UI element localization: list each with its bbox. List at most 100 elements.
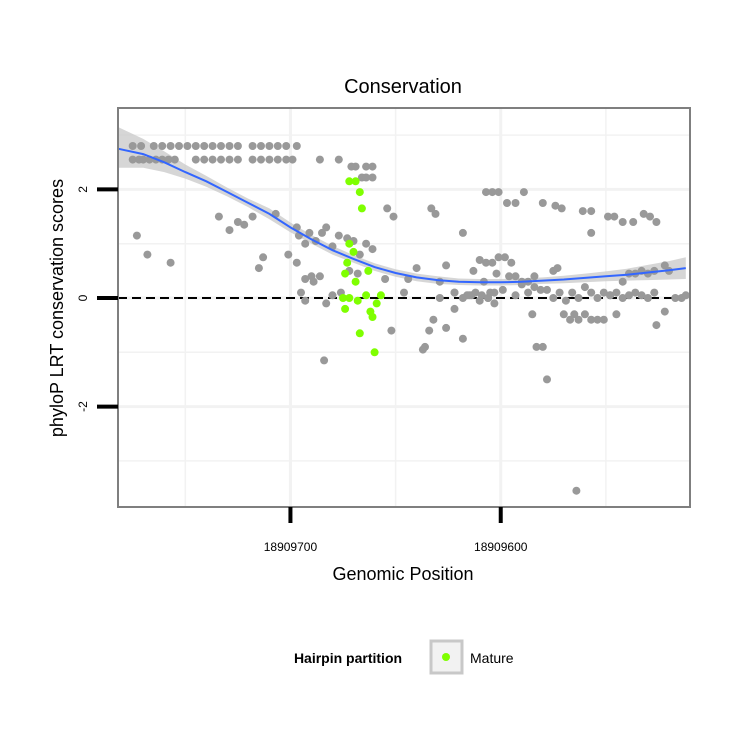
- data-point: [574, 294, 583, 302]
- data-point: [425, 326, 434, 335]
- data-point: [334, 231, 343, 240]
- data-point: [507, 258, 516, 267]
- data-point: [322, 223, 331, 232]
- data-point: [528, 310, 537, 319]
- data-point-mature: [341, 304, 350, 313]
- data-point: [465, 291, 474, 300]
- data-point: [538, 342, 547, 351]
- data-point: [175, 142, 183, 150]
- data-point: [334, 155, 343, 164]
- data-point: [248, 155, 257, 164]
- data-point: [482, 258, 490, 267]
- data-point-mature: [351, 277, 360, 286]
- data-point: [328, 291, 337, 300]
- data-point: [301, 275, 310, 283]
- data-point: [593, 294, 602, 302]
- data-point: [368, 245, 377, 254]
- data-point-mature: [372, 299, 381, 308]
- data-point: [225, 155, 234, 164]
- data-point: [368, 162, 377, 171]
- data-point: [587, 315, 596, 324]
- panel-border: [117, 107, 691, 508]
- data-point: [389, 212, 398, 221]
- data-point: [183, 142, 192, 150]
- data-point-mature: [353, 296, 362, 305]
- smooth-fit-line: [117, 147, 686, 284]
- legend-label-mature: Mature: [470, 650, 514, 666]
- data-point: [551, 201, 560, 210]
- data-point: [208, 155, 217, 164]
- data-point: [166, 258, 175, 267]
- data-point: [381, 275, 390, 283]
- data-point: [225, 142, 234, 150]
- data-point: [292, 258, 301, 267]
- data-point-mature: [370, 348, 379, 357]
- y-tick-label: 2: [76, 186, 90, 193]
- data-point: [488, 258, 497, 267]
- data-point: [652, 218, 661, 226]
- data-point: [442, 261, 451, 270]
- data-point-mature: [339, 294, 347, 302]
- data-point: [637, 291, 646, 300]
- data-point: [265, 142, 274, 150]
- data-point: [288, 155, 297, 164]
- data-point: [362, 239, 371, 248]
- data-point: [604, 212, 612, 221]
- data-point: [561, 296, 570, 305]
- data-point: [559, 310, 568, 319]
- data-point: [418, 345, 427, 354]
- data-point: [284, 250, 293, 259]
- data-point: [191, 142, 200, 150]
- data-point: [217, 142, 225, 150]
- legend-key-box: [429, 639, 464, 675]
- data-point: [368, 173, 377, 182]
- data-point: [660, 261, 669, 270]
- data-point: [458, 228, 467, 237]
- x-tick-label: 18909600: [474, 540, 528, 554]
- y-tick-label: -2: [76, 401, 90, 412]
- data-point-mature: [357, 204, 366, 213]
- data-point: [482, 188, 490, 197]
- data-point-mature: [376, 291, 385, 300]
- confidence-ribbon: [118, 127, 686, 286]
- data-point: [475, 256, 484, 264]
- data-point: [149, 142, 158, 150]
- data-point: [587, 288, 596, 297]
- data-point: [587, 228, 596, 237]
- grid: [118, 108, 690, 507]
- data-point: [353, 269, 362, 278]
- data-point: [248, 142, 257, 150]
- confidence-band: [118, 127, 686, 286]
- data-point: [322, 299, 331, 308]
- data-point-mature: [345, 294, 354, 302]
- data-point: [618, 277, 627, 286]
- smooth-line: [117, 147, 686, 284]
- data-point-mature: [351, 177, 360, 186]
- data-point: [137, 142, 146, 150]
- data-point: [503, 199, 511, 207]
- data-point-mature: [364, 266, 373, 275]
- legend-key-mature: [442, 653, 450, 661]
- data-point: [494, 188, 503, 197]
- data-point: [530, 283, 539, 292]
- data-point: [435, 294, 444, 302]
- data-point: [435, 277, 444, 286]
- data-point: [498, 285, 507, 294]
- data-point: [128, 142, 137, 150]
- data-point: [494, 253, 503, 262]
- data-point: [301, 239, 310, 248]
- data-point: [254, 264, 263, 273]
- data-point: [625, 291, 633, 300]
- data-point: [351, 162, 360, 171]
- data-point: [128, 155, 137, 164]
- data-point: [538, 199, 547, 207]
- x-tick-label: 18909700: [264, 540, 318, 554]
- data-point-mature: [345, 239, 354, 248]
- data-point: [606, 291, 615, 300]
- data-point: [681, 291, 690, 300]
- data-point: [599, 288, 608, 297]
- data-point: [557, 204, 566, 213]
- scatter-points: [128, 142, 690, 495]
- data-point: [257, 142, 265, 150]
- data-point: [484, 294, 493, 302]
